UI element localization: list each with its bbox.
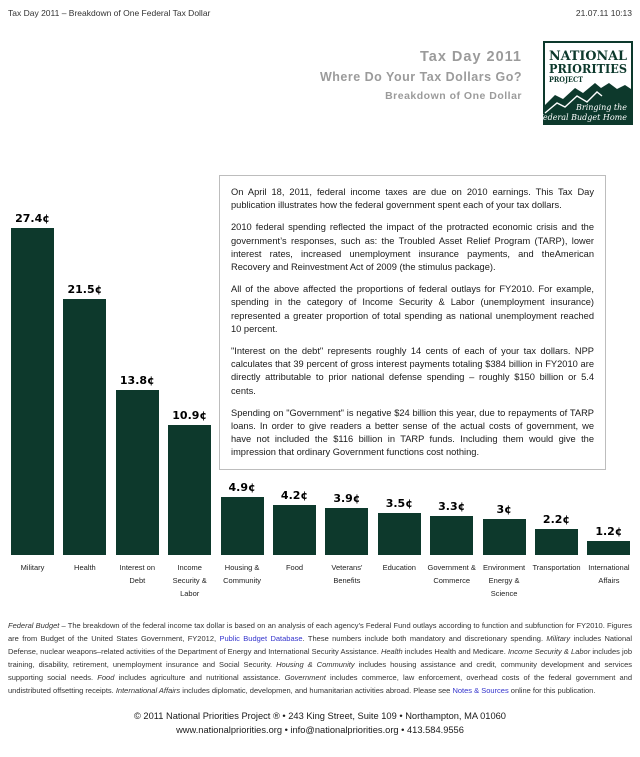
bar-value-label: 4.2¢ xyxy=(280,489,309,502)
bar-value-label: 3.3¢ xyxy=(438,500,466,513)
copyright: © 2011 National Priorities Project ® • 2… xyxy=(0,710,640,737)
footnote-link[interactable]: Public Budget Database xyxy=(219,634,303,643)
bar-value-label: 3¢ xyxy=(496,503,512,516)
intro-paragraph-2: 2010 federal spending reflected the impa… xyxy=(231,222,594,273)
bar-category-label: Interest on Debt xyxy=(119,563,156,585)
chart-bar xyxy=(115,390,159,555)
footnote-text: International Affairs xyxy=(115,686,181,695)
footnote-text: Income Security & Labor xyxy=(507,647,591,656)
footnote-text: includes agriculture and nutritional ass… xyxy=(114,673,285,682)
logo-word-priorities: PRIORITIES xyxy=(549,62,627,76)
bar-value-label: 10.9¢ xyxy=(172,409,208,422)
bar-category-label: Housing & Community xyxy=(223,563,262,585)
bar-value-label: 13.8¢ xyxy=(119,374,155,387)
footnote-text: Federal Budget xyxy=(8,621,60,630)
chart-bar xyxy=(587,541,631,555)
logo-motto-line2: Federal Budget Home xyxy=(543,113,627,122)
footnote: Federal Budget – The breakdown of the fe… xyxy=(8,619,632,697)
bar-value-label: 1.2¢ xyxy=(595,525,623,538)
bar-value-label: 3.9¢ xyxy=(333,492,361,505)
print-header-timestamp: 21.07.11 10:13 xyxy=(575,8,632,18)
footnote-text: Military xyxy=(546,634,571,643)
bar-value-label: 27.4¢ xyxy=(15,212,50,225)
footnote-text: includes National Defense, nuclear weapo… xyxy=(8,634,632,656)
footnote-text: Housing & Community xyxy=(276,660,355,669)
footnote-text: Government xyxy=(284,673,326,682)
chart-bar xyxy=(430,516,474,555)
logo-word-project: PROJECT xyxy=(549,75,584,84)
bar-category-label: Government & Commerce xyxy=(427,563,476,585)
chart-bar xyxy=(482,519,526,555)
bar-category-label: Military xyxy=(20,563,45,572)
bar-category-label: Veterans' Benefits xyxy=(331,563,363,585)
chart-bar xyxy=(11,228,54,555)
footnote-link[interactable]: Notes & Sources xyxy=(452,686,509,695)
intro-paragraph-5: Spending on "Government" is negative $24… xyxy=(231,407,594,458)
bar-category-label: Education xyxy=(382,563,416,572)
bar-category-label: Environment Energy & Science xyxy=(483,563,526,598)
chart-bar xyxy=(168,425,212,555)
footnote-text: – The breakdown of the federal income ta… xyxy=(8,621,632,643)
chart-bar xyxy=(377,513,421,555)
doc-subtitle: Where Do Your Tax Dollars Go? xyxy=(319,70,522,84)
footnote-text: includes diplomatic, developmen, and hum… xyxy=(180,686,453,695)
chart-bar xyxy=(220,497,264,555)
doc-title: Tax Day 2011 xyxy=(419,49,522,65)
footnote-text: Health xyxy=(380,647,403,656)
bar-category-label: Income Security & Labor xyxy=(172,563,207,598)
footnote-text: online for this publication. xyxy=(508,686,596,695)
chart-bar xyxy=(273,505,316,555)
print-header-title: Tax Day 2011 – Breakdown of One Federal … xyxy=(8,8,211,18)
logo-motto-line1: Bringing the xyxy=(575,103,627,112)
copyright-line2: www.nationalpriorities.org • info@nation… xyxy=(176,724,464,735)
bar-category-label: Health xyxy=(74,563,96,572)
bar-value-label: 4.9¢ xyxy=(228,481,256,494)
bar-value-label: 2.2¢ xyxy=(542,513,571,526)
footnote-text: includes housing assistance and credit, … xyxy=(8,660,632,682)
mountain-ridge-line xyxy=(544,91,603,114)
masthead: Tax Day 2011 Where Do Your Tax Dollars G… xyxy=(320,47,522,105)
footnote-text: includes Health and Medicare. xyxy=(402,647,508,656)
chart-bar xyxy=(325,508,369,555)
intro-paragraph-3: All of the above affected the proportion… xyxy=(231,284,594,334)
bar-category-label: International Affairs xyxy=(588,563,630,585)
intro-paragraph-4: "Interest on the debt" represents roughl… xyxy=(231,346,594,396)
bar-category-label: Transportation xyxy=(532,563,581,572)
npp-logo-graphic: NATIONAL PRIORITIES PROJECT Bringing the… xyxy=(537,41,633,125)
chart-bar xyxy=(63,299,107,555)
mountain-shape xyxy=(545,83,631,123)
npp-logo: NATIONAL PRIORITIES PROJECT Bringing the… xyxy=(537,41,633,125)
chart-bar xyxy=(535,529,578,555)
copyright-line1: © 2011 National Priorities Project ® • 2… xyxy=(134,711,506,721)
footnote-text: . These numbers include both mandatory a… xyxy=(302,634,547,643)
doc-tagline: Breakdown of One Dollar xyxy=(385,90,522,102)
footnote-text: includes commerce, law enforcement, over… xyxy=(8,673,632,695)
footnote-text: Food xyxy=(97,673,115,682)
intro-paragraph-1: On April 18, 2011, federal income taxes … xyxy=(231,187,594,211)
logo-word-national: NATIONAL xyxy=(549,49,627,64)
bar-value-label: 3.5¢ xyxy=(385,497,413,510)
footnote-text: includes job training, disability, retir… xyxy=(8,647,633,669)
bar-category-label: Food xyxy=(285,563,304,572)
bar-value-label: 21.5¢ xyxy=(67,283,103,296)
intro-textbox: On April 18, 2011, federal income taxes … xyxy=(219,175,606,470)
